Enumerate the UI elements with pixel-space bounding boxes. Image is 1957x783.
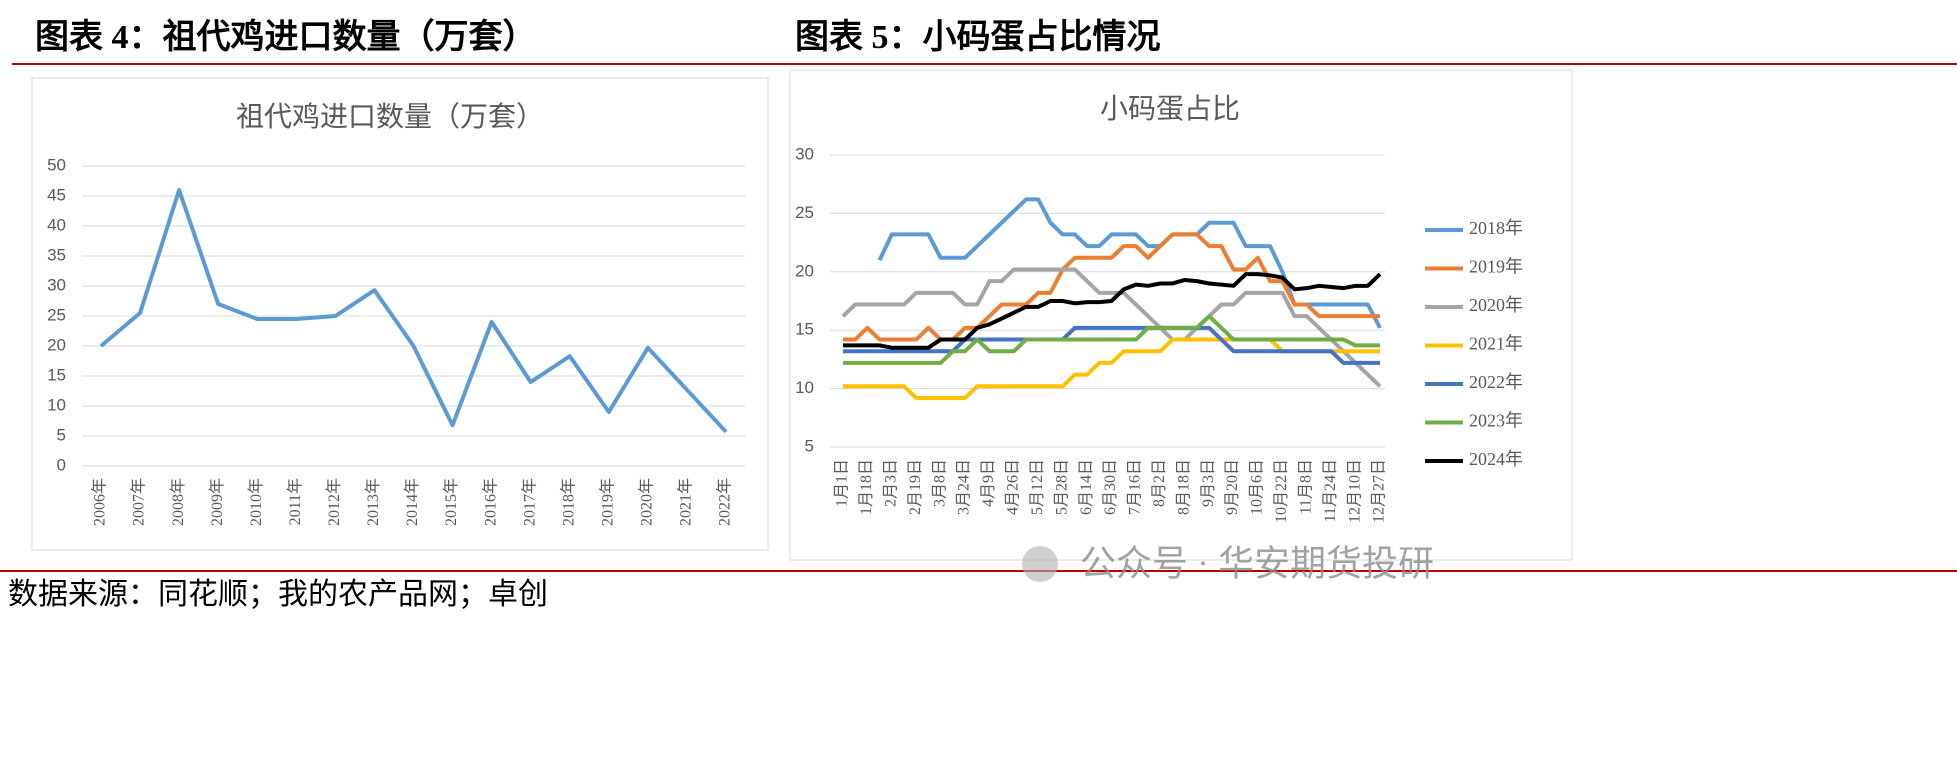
x-tick-label: 1月1日: [834, 459, 851, 507]
watermark: 公众号 · 华安期货投研: [1080, 543, 1434, 583]
y-tick-label: 10: [47, 395, 66, 414]
x-tick-label: 6月14日: [1078, 459, 1095, 515]
x-tick-label: 2020年: [638, 478, 656, 526]
y-tick-label: 40: [47, 215, 66, 234]
y-tick-label: 30: [795, 144, 814, 163]
x-tick-label: 11月24日: [1322, 459, 1339, 522]
x-tick-label: 2013年: [364, 478, 382, 526]
x-tick-label: 3月24日: [956, 459, 973, 515]
x-tick-label: 10月6日: [1249, 459, 1266, 515]
heading: 图表 4：祖代鸡进口数量（万套）: [35, 17, 537, 56]
x-tick-label: 2008年: [169, 478, 187, 526]
x-tick-label: 3月8日: [931, 459, 948, 507]
legend-label: 2023年: [1469, 411, 1523, 431]
x-tick-label: 2月19日: [907, 459, 924, 515]
y-tick-label: 0: [57, 455, 66, 474]
x-tick-label: 1月18日: [858, 459, 875, 515]
chart-title: 小码蛋占比: [1100, 92, 1240, 125]
source: 数据来源：同花顺；我的农产品网；卓创: [8, 578, 548, 611]
x-tick-label: 11月8日: [1297, 459, 1314, 514]
y-tick-label: 5: [805, 436, 814, 455]
y-tick-label: 45: [47, 185, 66, 204]
x-tick-label: 12月27日: [1371, 459, 1388, 523]
y-tick-label: 50: [47, 155, 66, 174]
x-tick-label: 2021年: [677, 478, 695, 526]
x-tick-label: 9月3日: [1200, 459, 1217, 507]
x-tick-label: 2011年: [286, 478, 304, 525]
y-tick-label: 15: [47, 365, 66, 384]
y-tick-label: 25: [795, 203, 814, 222]
x-tick-label: 4月9日: [980, 459, 997, 507]
x-tick-label: 2009年: [208, 478, 226, 526]
watermark-icon: [1022, 546, 1058, 582]
x-tick-label: 9月20日: [1224, 459, 1241, 515]
x-tick-label: 2017年: [520, 478, 538, 526]
x-tick-label: 5月28日: [1053, 459, 1070, 515]
chart-frame: [789, 69, 1573, 561]
x-tick-label: 7月16日: [1127, 459, 1144, 515]
y-tick-label: 25: [47, 305, 66, 324]
y-tick-label: 15: [795, 320, 814, 339]
chart-frame: [31, 77, 769, 551]
x-tick-label: 10月22日: [1273, 459, 1290, 523]
x-tick-label: 2010年: [247, 478, 265, 526]
x-tick-label: 2012年: [325, 478, 343, 526]
legend-label: 2019年: [1469, 257, 1523, 277]
data-line: [843, 325, 1380, 365]
y-tick-label: 20: [47, 335, 66, 354]
chart-title: 祖代鸡进口数量（万套）: [236, 100, 544, 133]
x-tick-label: 2014年: [403, 478, 421, 526]
y-tick-label: 10: [795, 378, 814, 397]
x-tick-label: 2016年: [481, 478, 499, 526]
data-line: [99, 188, 728, 434]
legend-label: 2022年: [1469, 372, 1523, 392]
x-tick-label: 2022年: [716, 478, 734, 526]
data-line: [843, 232, 1380, 342]
y-tick-label: 30: [47, 275, 66, 294]
x-tick-label: 5月12日: [1029, 459, 1046, 515]
data-line: [843, 314, 1380, 365]
legend-label: 2024年: [1469, 449, 1523, 469]
legend-label: 2018年: [1469, 218, 1523, 238]
y-tick-label: 5: [57, 425, 66, 444]
data-line: [877, 197, 1382, 329]
y-tick-label: 35: [47, 245, 66, 264]
x-tick-label: 2019年: [598, 478, 616, 526]
x-tick-label: 2007年: [130, 478, 148, 526]
x-tick-label: 2018年: [559, 478, 577, 526]
legend-label: 2020年: [1469, 295, 1523, 315]
legend-label: 2021年: [1469, 334, 1523, 354]
x-tick-label: 4月26日: [1005, 459, 1022, 515]
data-line: [841, 267, 1382, 388]
x-tick-label: 2006年: [91, 478, 109, 526]
x-tick-label: 12月10日: [1346, 459, 1363, 523]
x-tick-label: 2月3日: [882, 459, 899, 507]
x-tick-label: 2015年: [442, 478, 460, 526]
data-line: [843, 272, 1382, 350]
x-tick-label: 8月18日: [1175, 459, 1192, 515]
y-tick-label: 20: [795, 261, 814, 280]
x-tick-label: 8月2日: [1151, 459, 1168, 507]
heading: 图表 5：小码蛋占比情况: [795, 18, 1161, 56]
x-tick-label: 6月30日: [1102, 459, 1119, 515]
